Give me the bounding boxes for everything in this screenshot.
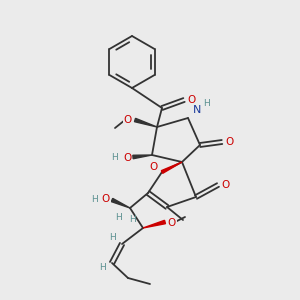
Polygon shape bbox=[133, 155, 152, 159]
Text: O: O bbox=[123, 153, 131, 163]
Text: O: O bbox=[168, 218, 176, 228]
Text: H: H bbox=[109, 233, 116, 242]
Text: O: O bbox=[150, 162, 158, 172]
Text: O: O bbox=[221, 180, 229, 190]
Text: N: N bbox=[193, 105, 201, 115]
Text: H: H bbox=[202, 100, 209, 109]
Text: O: O bbox=[124, 115, 132, 125]
Text: H: H bbox=[99, 262, 105, 272]
Text: H: H bbox=[130, 215, 136, 224]
Polygon shape bbox=[134, 118, 157, 127]
Text: O: O bbox=[225, 137, 233, 147]
Polygon shape bbox=[161, 162, 182, 173]
Text: H: H bbox=[91, 196, 98, 205]
Polygon shape bbox=[143, 220, 166, 228]
Text: O: O bbox=[187, 95, 195, 105]
Text: H: H bbox=[115, 214, 122, 223]
Text: O: O bbox=[102, 194, 110, 204]
Polygon shape bbox=[111, 198, 130, 208]
Text: H: H bbox=[112, 152, 118, 161]
